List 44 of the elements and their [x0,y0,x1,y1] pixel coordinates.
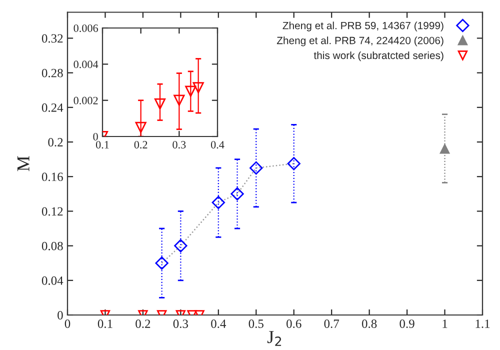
point [185,86,196,97]
point [250,161,263,175]
y-tick-label: 0.004 [74,60,98,68]
x-tick-label: 0.4 [210,140,224,149]
y-tick-label: 0.08 [42,242,63,250]
x-tick-label: 0.1 [96,140,109,149]
point [135,122,146,134]
y-axis-title: M [17,156,30,172]
point [440,144,450,154]
point [174,94,185,106]
x-tick-label: 1 [442,320,448,328]
x-tick-label: 0.4 [211,320,226,328]
legend-label: Zheng et al. PRB 74, 224420 (2006) [276,36,444,46]
y-tick-label: 0.24 [42,103,64,112]
x-tick-label: 0.2 [136,320,150,328]
y-tick-label: 0.12 [42,207,63,216]
x-tick-label: 0.6 [286,320,302,328]
x-tick-label: 0.3 [173,320,188,328]
x-tick-label: 0.8 [362,320,377,328]
point [212,196,225,210]
x-tick-label: 1.1 [476,320,490,328]
x-tick-label: 0.9 [400,320,414,328]
point [192,82,204,94]
y-tick-label: 0.28 [42,68,63,78]
x-tick-label: 0.7 [324,320,340,328]
point [287,157,300,170]
y-tick-label: 0.04 [42,276,64,285]
x-tick-label: 0 [64,320,70,328]
y-tick-label: 0 [93,132,98,140]
y-tick-label: 0 [58,311,63,320]
point [174,239,188,252]
legend-label: Zheng et al. PRB 59, 14367 (1999) [282,22,444,32]
y-tick-label: 0.16 [42,172,63,182]
y-tick-label: 0.006 [74,24,98,32]
x-tick-label: 0.3 [172,140,186,149]
x-axis-title: J$_{2}$ [267,331,282,346]
point [230,187,244,200]
legend-label: this work (subratcted series) [314,51,444,62]
x-tick-label: 0.1 [98,320,112,328]
y-tick-label: 0.002 [74,96,98,104]
x-tick-label: 0.2 [134,140,148,149]
x-tick-label: 0.5 [248,320,264,328]
y-tick-label: 0.32 [42,34,63,43]
point [154,98,166,110]
